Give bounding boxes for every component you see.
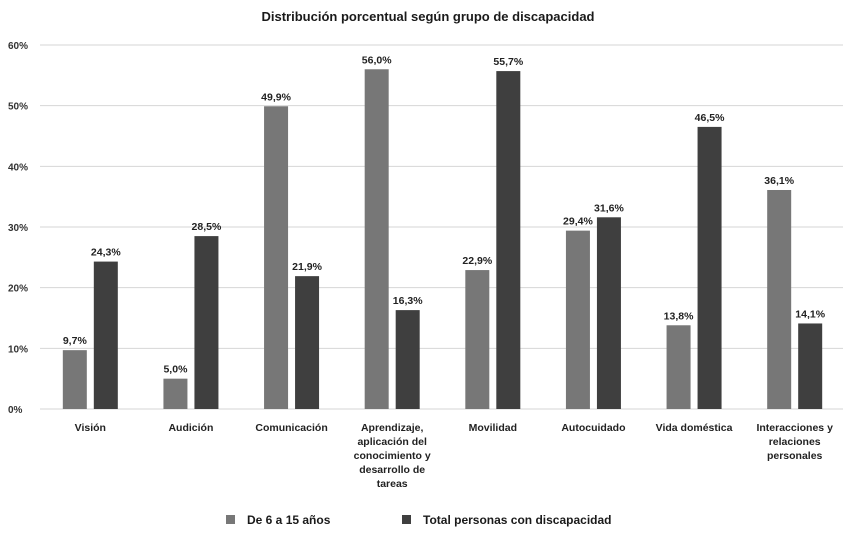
bar-de-6-a-15 (465, 270, 490, 409)
data-label: 31,6% (594, 202, 624, 214)
data-label: 28,5% (192, 221, 222, 233)
bar-de-6-a-15 (767, 189, 792, 409)
legend-label: Total personas con discapacidad (423, 513, 612, 527)
bar-total (395, 310, 420, 409)
bar-total (496, 71, 521, 409)
bar-total (194, 236, 219, 409)
legend-swatch (402, 515, 411, 524)
bar-de-6-a-15 (565, 230, 590, 409)
data-label: 9,7% (63, 335, 88, 347)
data-label: 14,1% (795, 308, 825, 320)
y-axis-ticks: 0% 10% 20% 30% 40% 50% 60% (8, 41, 28, 416)
data-label: 24,3% (91, 247, 121, 259)
bars (62, 69, 823, 410)
bar-total (93, 261, 118, 409)
bar-de-6-a-15 (666, 325, 691, 409)
y-tick-label: 40% (8, 162, 28, 173)
legend: De 6 a 15 años Total personas con discapa… (226, 513, 612, 527)
data-label: 55,7% (493, 56, 523, 68)
bar-de-6-a-15 (62, 350, 87, 409)
data-label: 36,1% (764, 175, 794, 187)
bar-de-6-a-15 (264, 106, 289, 410)
category-label: Movilidad (469, 422, 517, 434)
data-label: 46,5% (695, 112, 725, 124)
data-label: 56,0% (362, 54, 392, 66)
y-tick-label: 60% (8, 41, 28, 52)
data-label: 13,8% (664, 310, 694, 322)
bar-total (697, 126, 722, 410)
data-label: 22,9% (462, 255, 492, 267)
legend-swatch (226, 515, 235, 524)
y-tick-label: 30% (8, 223, 28, 234)
y-tick-label: 10% (8, 344, 28, 355)
category-label: Comunicación (255, 422, 327, 434)
bar-de-6-a-15 (163, 378, 188, 409)
category-label: Interacciones y relaciones personales (756, 422, 833, 462)
category-label: Vida doméstica (656, 422, 733, 434)
bar-de-6-a-15 (364, 69, 389, 410)
x-axis-categories: Visión Audición Comunicación Aprendizaje, ap… (75, 422, 833, 490)
legend-label: De 6 a 15 años (247, 513, 331, 527)
gridlines (40, 44, 843, 410)
y-tick-label: 20% (8, 284, 28, 295)
category-label: Aprendizaje, aplicación del conocimiento y… (354, 422, 431, 490)
data-label: 16,3% (393, 295, 423, 307)
bar-total (295, 276, 320, 409)
bar-total (596, 217, 621, 409)
data-label: 49,9% (261, 91, 291, 103)
data-label: 5,0% (163, 364, 188, 376)
data-label: 29,4% (563, 216, 593, 228)
y-tick-label: 0% (8, 405, 23, 416)
data-label: 21,9% (292, 261, 322, 273)
category-label: Audición (168, 422, 213, 434)
category-label: Autocuidado (561, 422, 625, 434)
legend-item-total: Total personas con discapacidad (402, 513, 612, 527)
chart-title: Distribución porcentual según grupo de d… (262, 9, 595, 24)
legend-item-de-6-a-15: De 6 a 15 años (226, 513, 331, 527)
category-label: Visión (75, 422, 106, 434)
y-tick-label: 50% (8, 102, 28, 113)
data-labels: 9,7% 24,3% 5,0% 28,5% 49,9% 21,9% 56,0% 16,3% 22… (63, 54, 826, 375)
bar-total (798, 323, 823, 409)
